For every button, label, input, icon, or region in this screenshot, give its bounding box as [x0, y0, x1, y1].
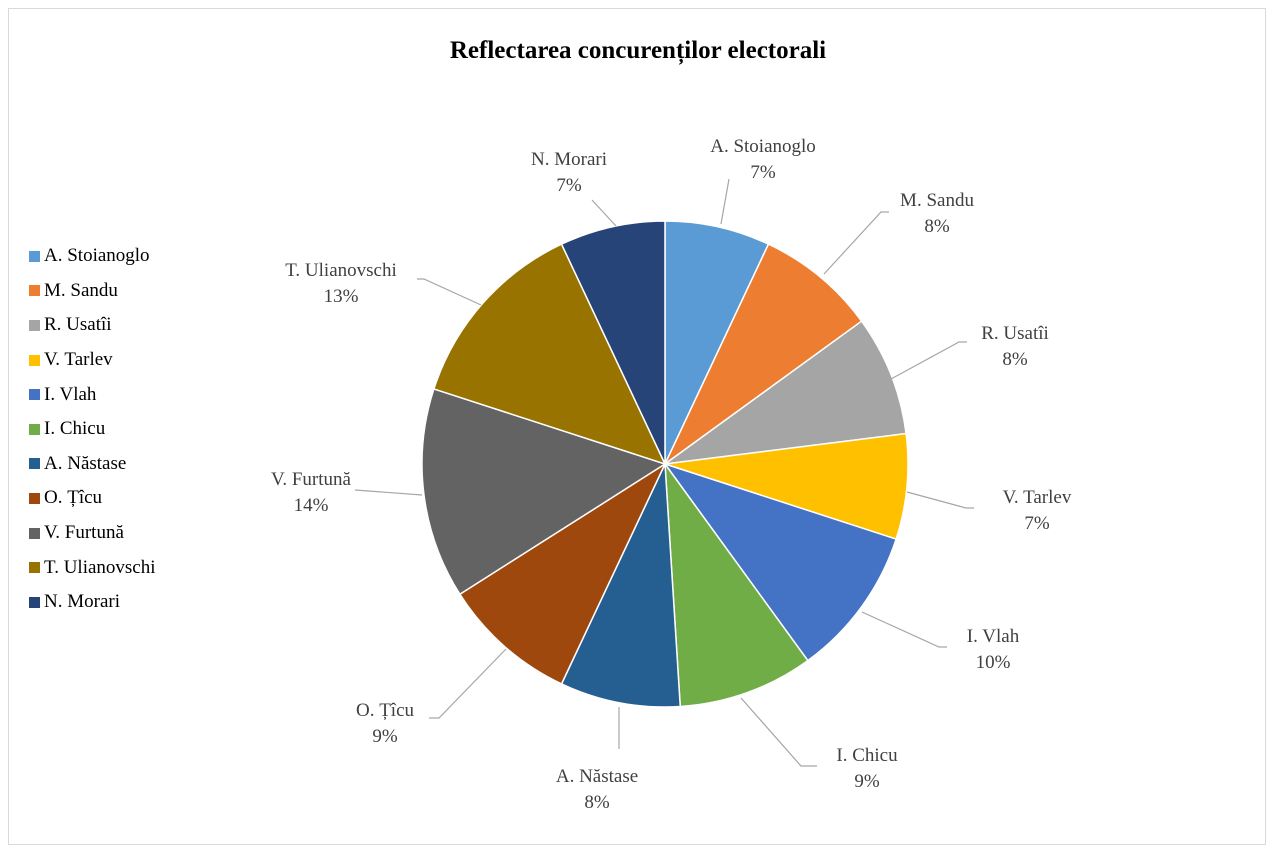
leader-line-o-ticu	[429, 648, 507, 719]
legend-swatch	[29, 596, 40, 608]
leader-line-v-furtuna	[354, 489, 423, 496]
legend-label: O. Țîcu	[44, 487, 103, 509]
pie-slice-n-morari	[560, 220, 666, 465]
data-label-name: T. Ulianovschi	[285, 260, 397, 281]
legend-label: N. Morari	[44, 591, 120, 613]
leader-line-i-chicu	[740, 697, 817, 767]
data-label-name: I. Chicu	[836, 745, 898, 766]
legend-swatch	[29, 389, 40, 401]
data-label-name: R. Usatîi	[981, 323, 1049, 344]
pie-slices	[421, 220, 909, 708]
data-label-name: O. Țîcu	[356, 700, 415, 721]
legend-label: I. Vlah	[44, 383, 97, 405]
legend-label: A. Stoianoglo	[44, 245, 150, 267]
leader-line-r-usatii	[890, 341, 967, 380]
legend: A. Stoianoglo M. Sandu R. Usatîi V. Tarlev I…	[29, 239, 156, 620]
chart-area: Reflectarea concurenților electorali A. …	[8, 8, 1266, 845]
pie-slice-v-tarlev	[664, 432, 909, 541]
legend-item-m-sandu: M. Sandu	[29, 274, 156, 309]
data-label-percent: 8%	[1002, 349, 1028, 370]
data-label-percent: 9%	[372, 726, 398, 747]
data-label-percent: 14%	[294, 495, 329, 516]
pie-slice-a-stoianoglo	[664, 220, 770, 465]
legend-label: A. Năstase	[44, 452, 127, 474]
data-label-percent: 7%	[556, 175, 582, 196]
data-label-percent: 10%	[976, 652, 1011, 673]
legend-item-i-vlah: I. Vlah	[29, 377, 156, 412]
data-label-name: M. Sandu	[900, 190, 974, 211]
legend-label: R. Usatîi	[44, 314, 112, 336]
pie-slice-i-vlah	[663, 462, 898, 662]
legend-swatch	[29, 250, 40, 262]
legend-label: V. Furtună	[44, 522, 124, 544]
legend-swatch	[29, 527, 40, 539]
data-label-name: V. Furtună	[271, 469, 351, 490]
pie-slice-a-nastase	[560, 463, 682, 708]
data-label-name: I. Vlah	[967, 626, 1020, 647]
legend-item-a-stoianoglo: A. Stoianoglo	[29, 239, 156, 274]
data-label-percent: 9%	[854, 771, 880, 792]
legend-swatch	[29, 319, 40, 331]
pie-slice-o-ticu	[458, 461, 667, 685]
legend-item-o-ticu: O. Țîcu	[29, 481, 156, 516]
data-labels: A. Stoianoglo 7% M. Sandu 8% R. Usatîi 8% V. T…	[271, 136, 1072, 813]
legend-item-v-furtuna: V. Furtună	[29, 516, 156, 551]
leader-line-n-morari	[591, 199, 617, 227]
pie-slice-r-usatii	[664, 320, 907, 465]
legend-label: M. Sandu	[44, 279, 118, 301]
data-label-name: N. Morari	[531, 149, 607, 170]
pie-slice-i-chicu	[664, 461, 809, 708]
data-label-percent: 13%	[324, 286, 359, 307]
legend-item-r-usatii: R. Usatîi	[29, 308, 156, 343]
data-label-percent: 7%	[750, 162, 776, 183]
legend-swatch	[29, 354, 40, 366]
data-label-name: A. Năstase	[556, 766, 638, 787]
leader-line-i-vlah	[861, 611, 947, 648]
legend-label: T. Ulianovschi	[44, 556, 156, 578]
chart-title: Reflectarea concurenților electorali	[449, 37, 827, 64]
leader-line-t-ulianovschi	[417, 278, 482, 306]
legend-label: V. Tarlev	[44, 349, 113, 371]
pie-slice-v-furtuna	[421, 387, 667, 596]
legend-item-v-tarlev: V. Tarlev	[29, 343, 156, 378]
pie-slice-m-sandu	[664, 243, 863, 465]
data-label-name: V. Tarlev	[1003, 487, 1072, 508]
legend-swatch	[29, 458, 40, 470]
pie-chart: A. Stoianoglo 7% M. Sandu 8% R. Usatîi 8% V. T…	[271, 136, 1072, 813]
legend-label: I. Chicu	[44, 418, 106, 440]
legend-item-i-chicu: I. Chicu	[29, 412, 156, 447]
data-label-percent: 7%	[1024, 513, 1050, 534]
leader-line-a-stoianoglo	[720, 178, 730, 225]
leader-line-m-sandu	[823, 211, 889, 275]
legend-swatch	[29, 562, 40, 574]
leader-line-v-tarlev	[906, 491, 974, 509]
legend-swatch	[29, 423, 40, 435]
legend-swatch	[29, 285, 40, 297]
data-label-percent: 8%	[584, 792, 610, 813]
legend-swatch	[29, 492, 40, 504]
legend-item-n-morari: N. Morari	[29, 585, 156, 620]
data-label-percent: 8%	[924, 216, 950, 237]
leader-lines	[354, 178, 974, 767]
legend-item-a-nastase: A. Năstase	[29, 447, 156, 482]
data-label-name: A. Stoianoglo	[710, 136, 816, 157]
pie-slice-t-ulianovschi	[432, 243, 667, 466]
legend-item-t-ulianovschi: T. Ulianovschi	[29, 550, 156, 585]
